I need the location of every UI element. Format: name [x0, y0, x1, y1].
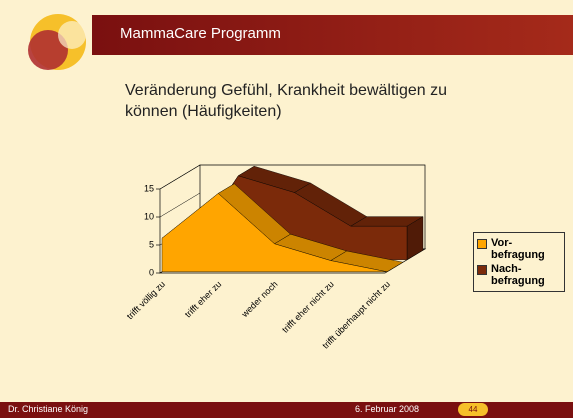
logo [28, 30, 68, 70]
footer-date: 6. Februar 2008 [355, 404, 420, 414]
grid-line [159, 192, 201, 218]
legend-label: Vor-befragung [491, 237, 545, 261]
footer-bar [0, 402, 573, 418]
logo [58, 21, 86, 49]
legend-item: Nach-befragung [477, 263, 561, 287]
legend: Vor-befragung Nach-befragung [473, 232, 565, 292]
y-tick-label: 15 [144, 183, 154, 193]
page-number: 44 [458, 403, 488, 416]
legend-label: Nach-befragung [491, 263, 545, 287]
footer-author: Dr. Christiane König [8, 404, 89, 414]
header-bar [92, 15, 573, 55]
legend-swatch [477, 265, 487, 275]
x-tick-label: trifft völlig zu [125, 279, 167, 321]
area [161, 193, 388, 272]
y-tick-label: 0 [149, 267, 154, 277]
x-tick-label: trifft eher zu [183, 279, 224, 320]
x-tick-label: weder noch [239, 279, 280, 320]
y-tick-label: 10 [144, 211, 154, 221]
chart-title: Veränderung Gefühl, Krankheit bewältigen… [125, 82, 447, 120]
legend-swatch [477, 239, 487, 249]
y-tick-label: 5 [149, 239, 154, 249]
x-tick-label: trifft eher nicht zu [280, 279, 336, 335]
grid-line [159, 164, 201, 190]
header-title: MammaCare Programm [120, 25, 281, 42]
legend-item: Vor-befragung [477, 237, 561, 261]
